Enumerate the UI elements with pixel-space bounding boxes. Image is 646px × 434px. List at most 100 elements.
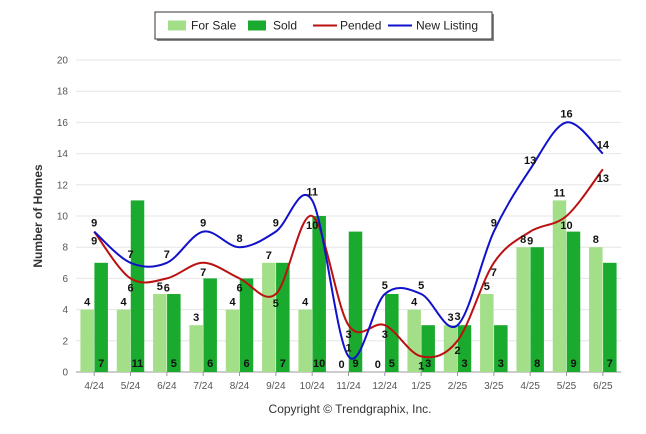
bar-for-sale	[480, 294, 494, 372]
bar-for-sale	[80, 309, 94, 372]
line-label-new-listing: 16	[560, 108, 572, 120]
x-tick-label: 3/25	[484, 381, 504, 392]
x-tick-label: 2/25	[448, 381, 468, 392]
bar-sold	[312, 216, 326, 372]
gridlines	[76, 59, 621, 373]
y-tick-label: 20	[57, 56, 69, 67]
line-label-new-listing: 14	[597, 140, 610, 152]
y-tick-label: 14	[57, 149, 69, 160]
bar-label-for-sale: 3	[447, 312, 453, 324]
line-label-pended: 3	[382, 329, 388, 341]
bar-for-sale	[189, 325, 203, 372]
legend-label: Sold	[273, 19, 297, 33]
line-label-pended: 1	[418, 360, 424, 372]
bar-label-sold: 5	[171, 358, 177, 370]
x-tick-label: 4/24	[84, 381, 104, 392]
x-tick-label: 11/24	[336, 381, 361, 392]
x-tick-label: 6/25	[593, 381, 613, 392]
line-label-new-listing: 8	[236, 233, 242, 245]
bar-label-for-sale: 5	[484, 281, 490, 293]
line-new-listing	[93, 121, 604, 360]
line-label-pended: 5	[273, 298, 279, 310]
bar-label-for-sale: 4	[120, 297, 127, 309]
line-label-pended: 7	[200, 267, 206, 279]
legend-swatch	[168, 20, 186, 31]
x-tick-label: 5/25	[557, 381, 577, 392]
bar-for-sale	[116, 309, 131, 372]
line-label-new-listing: 5	[418, 280, 424, 292]
line-label-new-listing: 11	[306, 186, 318, 198]
y-axis-label: Number of Homes	[31, 164, 45, 268]
x-axis: 4/24 5/24 6/24 7/24 8/24 9/24 10/24 11/24 12/24 1…	[84, 372, 613, 392]
line-label-pended: 6	[164, 282, 170, 294]
bar-label-for-sale: 7	[266, 250, 272, 262]
x-tick-label: 10/24	[300, 381, 325, 392]
bar-label-sold: 7	[98, 358, 104, 370]
y-tick-label: 10	[57, 212, 69, 223]
bar-label-for-sale: 0	[375, 359, 381, 371]
bar-sold	[385, 294, 399, 372]
x-tick-label: 1/25	[411, 381, 431, 392]
bar-sold	[130, 200, 145, 372]
y-tick-label: 0	[62, 368, 68, 379]
bar-sold	[239, 278, 254, 372]
line-label-pended: 10	[560, 220, 572, 232]
bar-sold	[603, 262, 617, 372]
y-tick-label: 18	[57, 87, 69, 98]
bar-label-sold: 5	[389, 358, 395, 370]
bar-label-for-sale: 8	[593, 234, 599, 246]
x-tick-label: 9/24	[266, 381, 286, 392]
bar-for-sale	[225, 309, 240, 372]
line-label-pended: 3	[345, 329, 351, 341]
line-pended	[93, 168, 604, 359]
legend-label: Pended	[340, 19, 381, 33]
bars	[80, 200, 617, 372]
legend: For Sale Sold Pended New Listing	[154, 11, 494, 41]
bar-label-sold: 6	[207, 358, 213, 370]
bar-label-sold: 11	[132, 358, 144, 370]
y-axis: 0 2 4 6 8 10 12 14 16 18 20	[57, 56, 69, 379]
line-label-pended: 9	[91, 236, 97, 248]
bar-sold	[203, 278, 217, 372]
bar-label-for-sale: 11	[554, 187, 566, 199]
bar-label-sold: 7	[607, 358, 613, 370]
bar-label-sold: 3	[498, 358, 504, 370]
bar-label-sold: 10	[313, 358, 325, 370]
bar-sold	[421, 325, 435, 372]
line-label-new-listing: 9	[273, 218, 279, 230]
bar-label-for-sale: 4	[229, 297, 236, 309]
bar-sold	[566, 231, 581, 372]
x-tick-label: 8/24	[230, 381, 250, 392]
x-tick-label: 4/25	[520, 381, 540, 392]
legend-label: For Sale	[191, 19, 237, 33]
bar-for-sale	[589, 247, 603, 372]
x-tick-label: 5/24	[121, 381, 141, 392]
x-tick-label: 7/24	[193, 381, 213, 392]
bar-label-for-sale: 0	[338, 359, 344, 371]
bar-label-sold: 9	[570, 358, 576, 370]
line-label-pended: 7	[491, 267, 497, 279]
x-tick-label: 12/24	[372, 381, 397, 392]
line-label-pended: 10	[306, 220, 318, 232]
bar-for-sale	[262, 262, 276, 372]
bar-label-for-sale: 4	[302, 297, 309, 309]
bar-for-sale	[407, 309, 421, 372]
bar-label-sold: 7	[280, 358, 286, 370]
line-label-new-listing: 13	[524, 155, 536, 167]
copyright-credit: Copyright © Trendgraphix, Inc.	[269, 402, 432, 416]
line-label-new-listing: 9	[491, 218, 497, 230]
bar-label-sold: 9	[352, 358, 358, 370]
line-label-new-listing: 9	[200, 218, 206, 230]
line-label-new-listing: 7	[164, 249, 170, 261]
bar-label-sold: 3	[425, 358, 431, 370]
bar-for-sale	[298, 309, 312, 372]
bar-sold	[348, 231, 363, 372]
y-tick-label: 4	[62, 305, 68, 316]
bar-sold	[494, 325, 508, 372]
line-label-pended: 13	[597, 173, 609, 185]
y-tick-label: 12	[57, 180, 69, 191]
x-tick-label: 6/24	[157, 381, 177, 392]
y-tick-label: 6	[62, 274, 68, 285]
bar-sold	[530, 247, 544, 372]
